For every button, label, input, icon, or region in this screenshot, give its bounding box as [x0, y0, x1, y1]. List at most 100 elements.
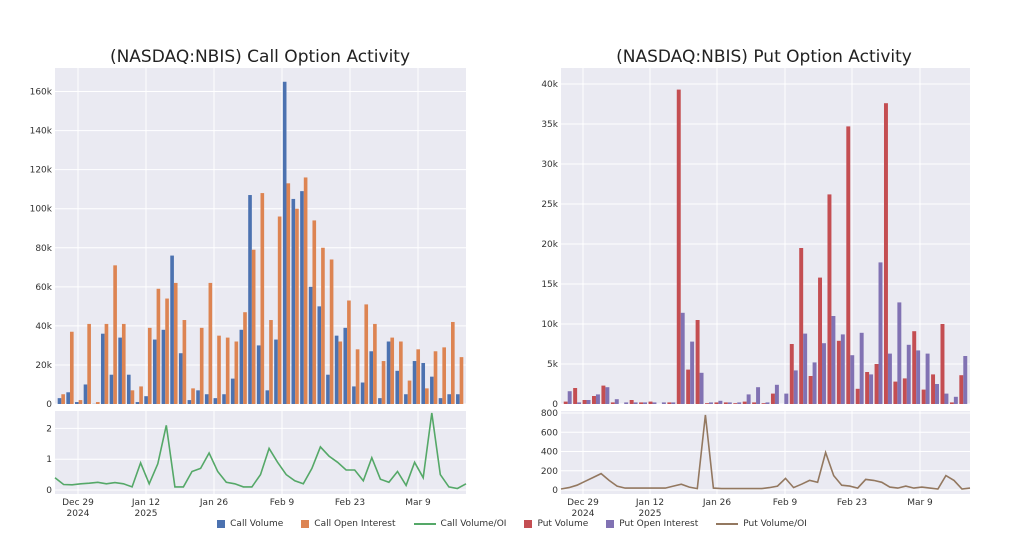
put-open-interest-bar [690, 341, 695, 404]
put-volume-bar [846, 126, 851, 405]
put-volume-bar [733, 403, 738, 404]
legend-swatch [606, 520, 615, 528]
put-open-interest-bar [812, 362, 817, 404]
put-ratio-tick-label: 200 [541, 467, 558, 477]
call-open-interest-bar [416, 349, 421, 404]
call-open-interest-bar [373, 323, 377, 404]
put-volume-bar [714, 402, 719, 404]
put-volume-bar [742, 401, 747, 404]
call-volume-bar [456, 394, 460, 404]
call-open-interest-bar [355, 349, 360, 404]
put-volume-bar [818, 277, 823, 404]
call-volume-bar [109, 374, 114, 404]
call-ratio-tick-label: 0 [46, 486, 52, 496]
call-volume-bar [118, 337, 122, 404]
call-open-interest-bar [338, 341, 343, 404]
call-open-interest-bar [347, 300, 351, 404]
call-y-tick-label: 120k [30, 166, 53, 176]
call-open-interest-bar [121, 323, 126, 404]
call-volume-bar [248, 195, 252, 404]
put-open-interest-bar [756, 387, 761, 404]
put-x-tick-label: Feb 23 [837, 498, 867, 508]
legend-swatch [716, 523, 739, 525]
call-open-interest-bar [147, 327, 152, 404]
put-volume-bar [629, 400, 634, 404]
call-ratio-tick-label: 1 [46, 455, 52, 465]
call-open-interest-bar [303, 177, 308, 404]
call-y-tick-label: 140k [30, 127, 53, 137]
put-open-interest-bar [935, 384, 939, 404]
call-open-interest-bar [286, 183, 291, 404]
call-volume-bar [308, 286, 313, 404]
call-volume-bar [430, 376, 434, 404]
put-volume-bar [959, 375, 964, 404]
legend-swatch [413, 523, 436, 525]
call-open-interest-bar [390, 337, 395, 404]
put-ratio-tick-label: 800 [541, 409, 558, 419]
put-open-interest-bar [897, 302, 902, 404]
put-open-interest-bar [652, 402, 657, 404]
put-volume-bar [592, 396, 596, 404]
call-open-interest-bar [139, 386, 143, 404]
put-y-tick-label: 5k [547, 360, 559, 370]
put-open-interest-bar [774, 384, 779, 404]
put-volume-bar [799, 248, 804, 404]
call-volume-bar [196, 390, 200, 404]
put-open-interest-bar [963, 356, 968, 404]
call-open-interest-bar [217, 335, 221, 404]
call-volume-bar [404, 394, 408, 404]
call-ratio-plot-area [55, 411, 466, 494]
call-volume-bar [412, 361, 417, 404]
put-open-interest-bar [699, 372, 704, 404]
put-x-tick-label: Jan 12 2025 [635, 498, 664, 519]
legend-swatch [217, 520, 226, 528]
call-volume-bar [438, 398, 443, 404]
call-open-interest-bar [113, 265, 117, 404]
legend-item: Put Volume [524, 519, 588, 529]
put-volume-bar [695, 320, 700, 404]
call-open-interest-bar [173, 282, 178, 404]
put-ratio-tick-label: 400 [541, 448, 558, 458]
put-open-interest-bar [953, 396, 958, 404]
put-open-interest-bar [765, 402, 770, 404]
put-volume-oi-line [560, 414, 971, 490]
put-open-interest-bar [746, 394, 751, 404]
put-x-tick-label: Dec 29 2024 [567, 498, 599, 519]
put-open-interest-bar [850, 355, 855, 404]
call-chart-panel: (NASDAQ:NBIS) Call Option Activity 0 20k 40… [30, 47, 467, 519]
put-volume-bar [563, 401, 568, 404]
put-open-interest-bar [567, 391, 572, 404]
legend-swatch [301, 520, 310, 528]
put-volume-bar [582, 400, 587, 404]
call-x-tick-label: Mar 9 [405, 498, 431, 508]
call-open-interest-bar [225, 337, 230, 404]
put-open-interest-bar [661, 402, 666, 404]
put-open-interest-bar [708, 402, 713, 404]
put-volume-bar [902, 378, 907, 404]
put-open-interest-bar [793, 370, 798, 404]
put-y-tick-label: 20k [541, 240, 558, 250]
put-open-interest-bar [859, 332, 864, 404]
legend-label: Call Open Interest [314, 519, 396, 529]
legend-item: Call Open Interest [301, 519, 396, 529]
call-volume-bar [144, 396, 148, 404]
call-chart-title: (NASDAQ:NBIS) Call Option Activity [110, 47, 410, 67]
call-open-interest-bar [104, 323, 109, 404]
put-open-interest-bar [916, 350, 921, 404]
put-open-interest-bar [737, 402, 742, 404]
put-volume-bar [676, 89, 681, 404]
call-open-interest-bar [459, 357, 464, 404]
call-volume-bar [378, 398, 382, 404]
put-volume-bar [893, 381, 898, 404]
call-y-tick-label: 80k [35, 244, 52, 254]
call-open-interest-bar [442, 347, 446, 404]
put-volume-bar [855, 388, 860, 404]
put-open-interest-bar [624, 402, 629, 404]
put-chart-panel: (NASDAQ:NBIS) Put Option Activity 0 5k 10k 1… [541, 47, 971, 519]
put-volume-bar [789, 344, 794, 404]
legend-item: Put Volume/OI [716, 519, 807, 529]
call-open-interest-bar [130, 390, 135, 404]
call-open-interest-bar [61, 394, 65, 404]
call-volume-bar [126, 374, 131, 404]
